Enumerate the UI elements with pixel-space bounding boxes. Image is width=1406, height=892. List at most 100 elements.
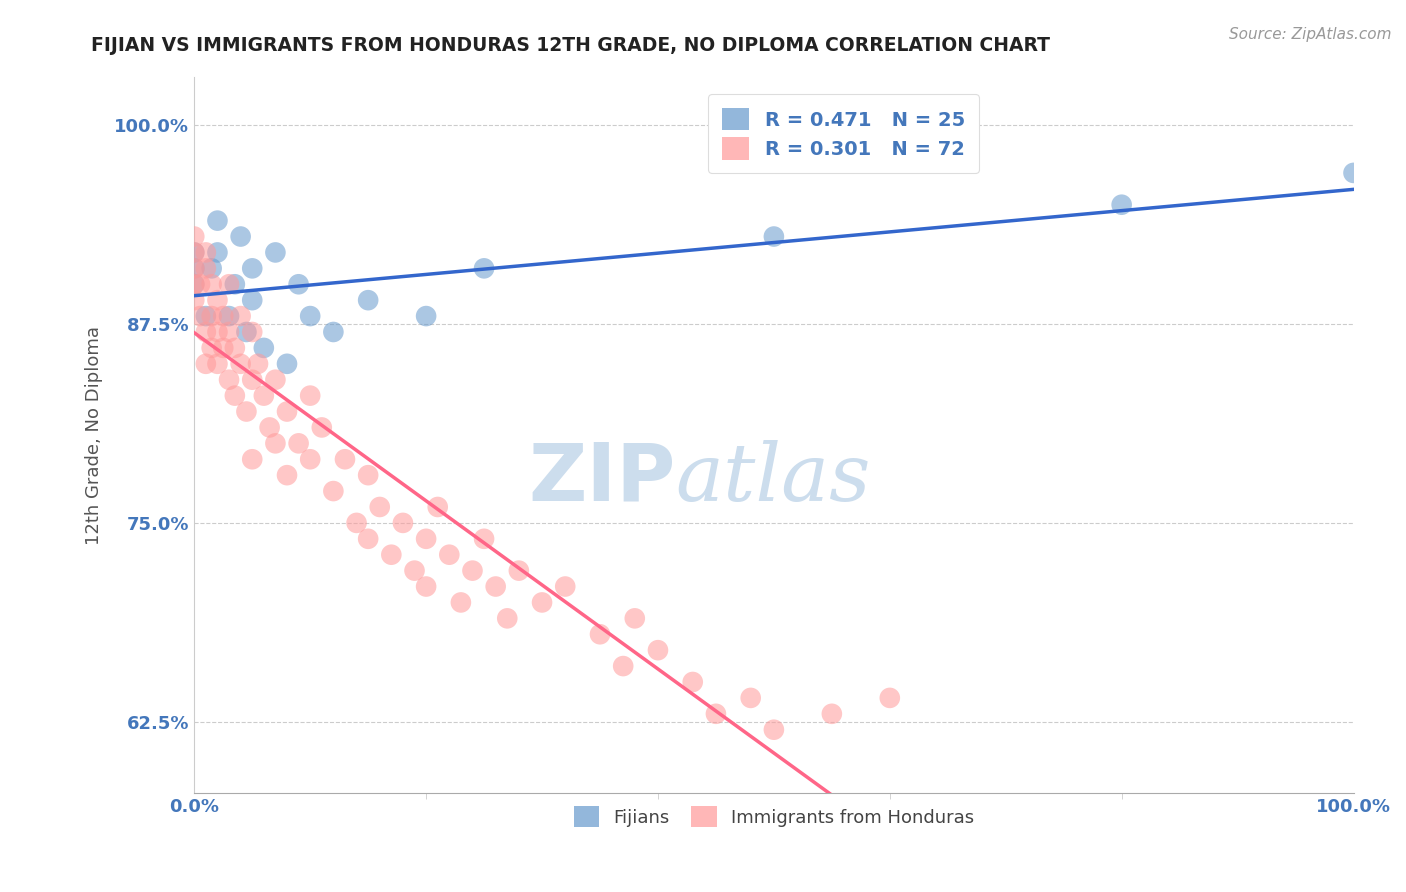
Point (188, 277, 211, 292)
Point (415, 532, 437, 546)
Point (235, 404, 257, 418)
Point (623, 611, 645, 625)
Point (276, 357, 298, 371)
Point (415, 309, 437, 323)
Point (240, 452, 263, 467)
Point (207, 357, 229, 371)
Point (485, 580, 508, 594)
Point (322, 484, 344, 499)
Point (287, 277, 309, 292)
Point (240, 325, 263, 339)
Point (264, 373, 287, 387)
Point (472, 532, 495, 546)
Point (253, 341, 276, 355)
Point (188, 309, 211, 323)
Point (183, 229, 205, 244)
Point (194, 357, 217, 371)
Point (183, 293, 205, 308)
Point (450, 595, 472, 609)
Point (207, 245, 229, 260)
Point (201, 261, 224, 276)
Point (299, 309, 322, 323)
Point (357, 293, 380, 308)
Point (194, 309, 217, 323)
Point (264, 245, 287, 260)
Point (212, 341, 235, 355)
Text: atlas: atlas (675, 440, 870, 517)
Point (264, 436, 287, 450)
Text: ZIP: ZIP (529, 440, 675, 517)
Point (404, 564, 426, 578)
Point (392, 516, 415, 530)
Point (224, 277, 246, 292)
Point (183, 277, 205, 292)
Point (183, 277, 205, 292)
Point (508, 564, 530, 578)
Point (380, 548, 402, 562)
Y-axis label: 12th Grade, No Diploma: 12th Grade, No Diploma (86, 326, 103, 545)
Point (218, 309, 240, 323)
Point (224, 389, 246, 403)
Point (207, 293, 229, 308)
Point (212, 309, 235, 323)
Point (682, 675, 704, 690)
Point (218, 277, 240, 292)
Point (229, 309, 252, 323)
Point (276, 468, 298, 483)
Point (346, 516, 368, 530)
Point (531, 595, 554, 609)
Point (201, 277, 224, 292)
Point (183, 261, 205, 276)
Point (762, 723, 785, 737)
Point (224, 341, 246, 355)
Point (276, 404, 298, 418)
Point (194, 245, 217, 260)
Point (194, 325, 217, 339)
Text: FIJIAN VS IMMIGRANTS FROM HONDURAS 12TH GRADE, NO DIPLOMA CORRELATION CHART: FIJIAN VS IMMIGRANTS FROM HONDURAS 12TH … (91, 36, 1050, 54)
Point (240, 261, 263, 276)
Point (235, 325, 257, 339)
Point (207, 325, 229, 339)
Point (253, 389, 276, 403)
Point (879, 690, 901, 705)
Point (647, 643, 669, 657)
Point (333, 452, 356, 467)
Point (229, 357, 252, 371)
Point (439, 548, 461, 562)
Point (194, 261, 217, 276)
Point (322, 325, 344, 339)
Point (589, 627, 612, 641)
Point (368, 500, 391, 514)
Point (1111, 197, 1133, 211)
Point (299, 389, 322, 403)
Point (704, 706, 727, 721)
Point (472, 261, 495, 276)
Point (201, 341, 224, 355)
Point (183, 245, 205, 260)
Point (240, 293, 263, 308)
Point (311, 420, 333, 434)
Point (821, 706, 844, 721)
Point (207, 213, 229, 227)
Point (357, 468, 380, 483)
Point (247, 357, 270, 371)
Point (496, 611, 519, 625)
Point (612, 659, 634, 673)
Point (229, 229, 252, 244)
Point (1343, 166, 1365, 180)
Point (259, 420, 281, 434)
Point (426, 500, 449, 514)
Point (183, 245, 205, 260)
Point (461, 564, 484, 578)
Point (287, 436, 309, 450)
Point (240, 373, 263, 387)
Text: Source: ZipAtlas.com: Source: ZipAtlas.com (1229, 27, 1392, 42)
Point (299, 452, 322, 467)
Point (554, 580, 576, 594)
Point (415, 580, 437, 594)
Point (762, 229, 785, 244)
Point (218, 325, 240, 339)
Legend: Fijians, Immigrants from Honduras: Fijians, Immigrants from Honduras (567, 799, 981, 834)
Point (183, 261, 205, 276)
Point (201, 309, 224, 323)
